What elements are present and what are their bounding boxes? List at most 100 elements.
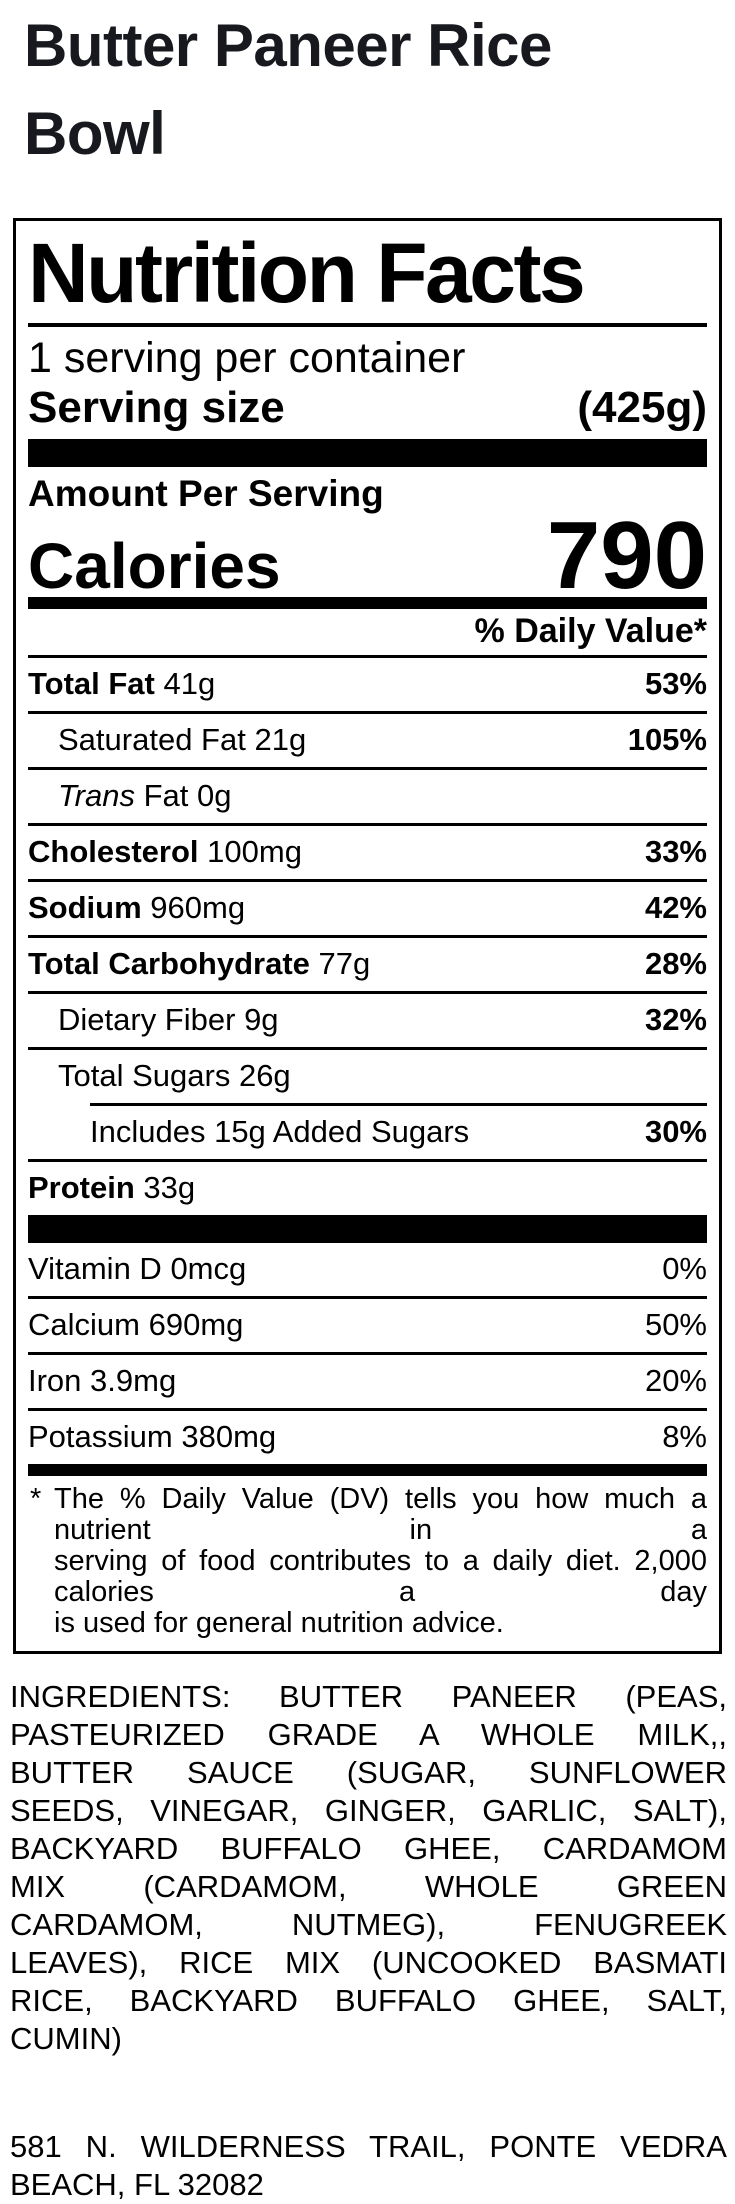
nutrient-row-total-sugars: Total Sugars 26g	[28, 1047, 707, 1103]
vitamin-amount: 380mg	[181, 1419, 277, 1454]
nutrient-name-amount: Includes 15g Added Sugars	[28, 1115, 469, 1148]
nutrient-row-total-carbohydrate: Total Carbohydrate 77g 28%	[28, 935, 707, 991]
nutrient-dv: 105%	[627, 722, 707, 757]
vitamin-name: Potassium	[28, 1419, 173, 1454]
nutrient-dv: 28%	[644, 946, 707, 981]
vitamin-amount: 0mcg	[170, 1251, 247, 1286]
nutrient-row-sodium: Sodium 960mg 42%	[28, 879, 707, 935]
ingredients-line: PASTEURIZED GRADE A WHOLE MILK,,	[10, 1717, 727, 1752]
nutrient-name: Dietary Fiber	[58, 1002, 236, 1037]
vitamin-name-amount: Potassium 380mg	[28, 1420, 276, 1453]
product-title: Butter Paneer Rice Bowl	[24, 12, 552, 167]
nutrient-amount: 77g	[318, 946, 371, 981]
nutrient-dv: 33%	[644, 834, 707, 869]
address-line: BEACH, FL 32082	[10, 2167, 264, 2202]
nutrient-dv: 30%	[644, 1114, 707, 1149]
vitamin-name-amount: Calcium 690mg	[28, 1308, 243, 1341]
thick-divider-bar	[28, 1215, 707, 1243]
nutrient-amount: 9g	[244, 1002, 279, 1037]
vitamin-dv: 0%	[662, 1251, 707, 1286]
nutrient-amount: 960mg	[150, 890, 246, 925]
nutrient-amount: 33g	[143, 1170, 196, 1205]
nutrient-name: Includes 15g Added Sugars	[90, 1114, 470, 1149]
amount-per-serving: Amount Per Serving	[28, 473, 384, 514]
ingredients-line: INGREDIENTS: BUTTER PANEER (PEAS,	[10, 1679, 727, 1714]
ingredients-line: SEEDS, VINEGAR, GINGER, GARLIC, SALT),	[10, 1793, 727, 1828]
nutrient-row-saturated-fat: Saturated Fat 21g 105%	[28, 711, 707, 767]
nutrient-name: Total Sugars	[58, 1058, 231, 1093]
nutrient-name-amount: Protein 33g	[28, 1171, 195, 1204]
serving-size-row: Serving size (425g)	[28, 383, 707, 433]
manufacturer-address: 581 N. WILDERNESS TRAIL, PONTE VEDRA BEA…	[10, 2128, 727, 2204]
nutrient-amount: Fat 0g	[143, 778, 232, 813]
vitamin-row-iron: Iron 3.9mg 20%	[28, 1352, 707, 1408]
vitamin-name-amount: Vitamin D 0mcg	[28, 1252, 246, 1285]
ingredients-line: BUTTER SAUCE (SUGAR, SUNFLOWER	[10, 1755, 727, 1790]
footnote-line: The % Daily Value (DV) tells you how muc…	[54, 1483, 707, 1546]
nutrient-row-trans-fat: Trans Fat 0g	[28, 767, 707, 823]
serving-size-value: (425g)	[577, 383, 707, 432]
ingredients-line: CUMIN)	[10, 2021, 122, 2056]
nutrient-dv: 42%	[644, 890, 707, 925]
vitamin-amount: 3.9mg	[90, 1363, 177, 1398]
vitamin-name: Calcium	[28, 1307, 140, 1342]
indented-rule	[90, 1103, 707, 1106]
address-line: 581 N. WILDERNESS TRAIL, PONTE VEDRA	[10, 2129, 727, 2164]
nutrient-dv: 53%	[644, 666, 707, 701]
nutrient-name-amount: Dietary Fiber 9g	[28, 1003, 279, 1036]
nutrient-name-amount: Total Carbohydrate 77g	[28, 947, 370, 980]
calories-row: Calories 790	[28, 502, 707, 609]
servings-per-container: 1 serving per container	[28, 334, 466, 382]
vitamin-amount: 690mg	[148, 1307, 244, 1342]
nutrient-name: Total Fat	[28, 666, 155, 701]
nutrient-amount: 26g	[238, 1058, 291, 1093]
nutrient-name-amount: Cholesterol 100mg	[28, 835, 302, 868]
serving-size-label: Serving size	[28, 383, 285, 432]
nutrient-name: Total Carbohydrate	[28, 946, 310, 981]
footnote-line: is used for general nutrition advice.	[54, 1607, 504, 1639]
nutrient-name-amount: Total Sugars 26g	[28, 1059, 291, 1092]
daily-value-header: % Daily Value*	[474, 612, 707, 650]
vitamin-name: Iron	[28, 1363, 82, 1398]
footnote-asterisk: *	[30, 1483, 42, 1515]
vitamin-name-amount: Iron 3.9mg	[28, 1364, 176, 1397]
nutrient-amount: 21g	[254, 722, 307, 757]
nutrient-name: Saturated Fat	[58, 722, 246, 757]
vitamin-row-potassium: Potassium 380mg 8%	[28, 1408, 707, 1464]
daily-value-footnote: * The % Daily Value (DV) tells you how m…	[28, 1476, 707, 1651]
ingredients-line: CARDAMOM, NUTMEG), FENUGREEK	[10, 1907, 727, 1942]
thick-divider-bar	[28, 439, 707, 467]
vitamin-row-calcium: Calcium 690mg 50%	[28, 1296, 707, 1352]
nutrient-name: Protein	[28, 1170, 135, 1205]
nutrient-row-dietary-fiber: Dietary Fiber 9g 32%	[28, 991, 707, 1047]
nutrient-amount: 41g	[163, 666, 216, 701]
footnote-line: serving of food contributes to a daily d…	[54, 1545, 707, 1608]
nutrient-name-amount: Sodium 960mg	[28, 891, 245, 924]
ingredients-line: BACKYARD BUFFALO GHEE, CARDAMOM	[10, 1831, 727, 1866]
nutrient-name-amount: Total Fat 41g	[28, 667, 215, 700]
vitamin-dv: 8%	[662, 1419, 707, 1454]
nutrition-facts-label: Nutrition Facts 1 serving per container …	[13, 218, 722, 1654]
ingredients-list: INGREDIENTS: BUTTER PANEER (PEAS, PASTEU…	[10, 1678, 727, 2058]
nutrient-name: Trans	[58, 778, 135, 813]
nutrition-facts-heading: Nutrition Facts	[28, 226, 586, 320]
medium-divider-bar	[28, 597, 707, 609]
ingredients-line: RICE, BACKYARD BUFFALO GHEE, SALT,	[10, 1983, 727, 2018]
heading-rule	[28, 323, 707, 327]
nutrient-name: Sodium	[28, 890, 142, 925]
nutrient-row-total-fat: Total Fat 41g 53%	[28, 655, 707, 711]
nutrient-row-protein: Protein 33g	[28, 1159, 707, 1215]
vitamin-dv: 50%	[644, 1307, 707, 1342]
medium-divider-bar	[28, 1464, 707, 1476]
nutrient-name-amount: Trans Fat 0g	[28, 779, 231, 812]
calories-value: 790	[546, 502, 707, 609]
ingredients-line: LEAVES), RICE MIX (UNCOOKED BASMATI	[10, 1945, 727, 1980]
nutrient-name-amount: Saturated Fat 21g	[28, 723, 306, 756]
vitamin-row-vitamin-d: Vitamin D 0mcg 0%	[28, 1243, 707, 1296]
nutrient-dv: 32%	[644, 1002, 707, 1037]
nutrient-name: Cholesterol	[28, 834, 199, 869]
nutrient-amount: 100mg	[207, 834, 302, 869]
vitamin-name: Vitamin D	[28, 1251, 162, 1286]
calories-label: Calories	[28, 530, 281, 602]
nutrient-row-added-sugars: Includes 15g Added Sugars 30%	[28, 1103, 707, 1159]
